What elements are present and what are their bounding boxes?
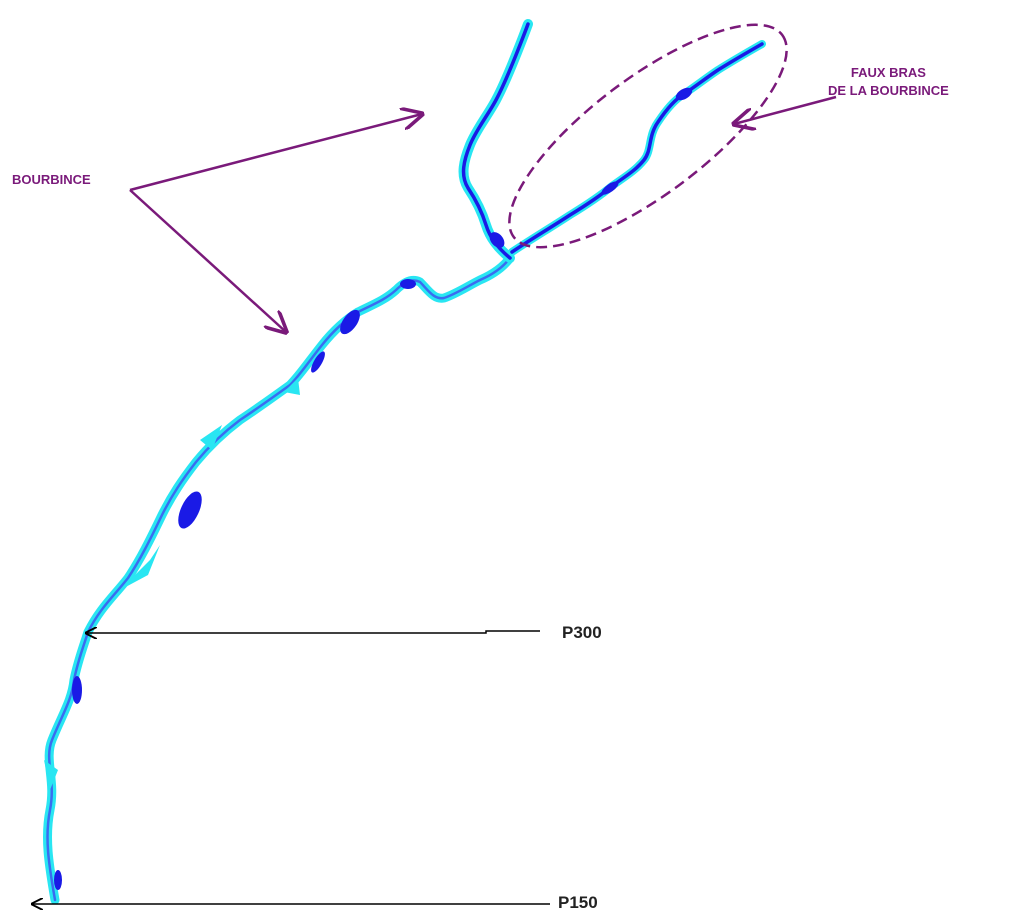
faux-bras-label-line1: FAUX BRAS — [850, 65, 926, 80]
faux-bras-label-line2: DE LA BOURBINCE — [828, 83, 949, 98]
p300-pointer-line — [86, 631, 540, 633]
faux-bras-highlight-ellipse — [508, 23, 788, 249]
river-bourbince-main — [42, 253, 515, 905]
p300-label: P300 — [562, 623, 602, 642]
river-bourbince-upper — [458, 19, 533, 263]
river-faux-bras — [508, 40, 766, 256]
faux-bras-label: FAUX BRAS DE LA BOURBINCE — [828, 64, 949, 100]
p150-label: P150 — [558, 893, 598, 912]
bourbince-label: BOURBINCE — [12, 172, 91, 187]
bourbince-pointer-arrows — [129, 114, 422, 332]
faux-bras-pointer-arrow — [734, 95, 837, 124]
